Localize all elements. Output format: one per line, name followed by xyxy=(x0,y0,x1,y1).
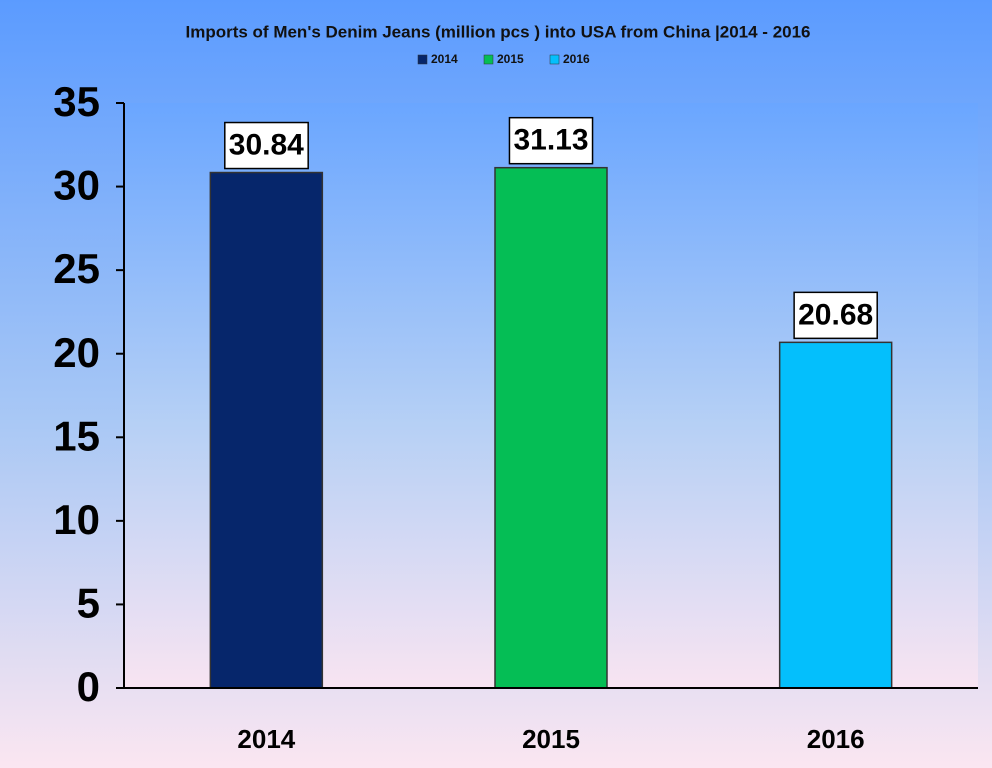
y-tick-label: 5 xyxy=(77,580,100,627)
legend-swatch xyxy=(417,54,428,65)
x-tick-label: 2016 xyxy=(807,724,865,754)
y-tick-label: 30 xyxy=(53,162,100,209)
x-tick-label: 2015 xyxy=(522,724,580,754)
y-tick-label: 15 xyxy=(53,412,100,459)
value-label: 31.13 xyxy=(513,124,588,157)
value-label-box xyxy=(508,116,594,165)
legend-label: 2014 xyxy=(431,52,458,66)
value-label: 20.68 xyxy=(798,298,873,331)
bar xyxy=(494,166,608,689)
y-tick-label: 25 xyxy=(53,245,100,292)
value-label: 30.84 xyxy=(229,128,304,161)
y-tick-label: 35 xyxy=(53,78,100,125)
legend-label: 2016 xyxy=(563,52,590,66)
legend-label: 2015 xyxy=(497,52,524,66)
x-tick-label: 2014 xyxy=(237,724,295,754)
legend-swatch xyxy=(483,54,494,65)
bar xyxy=(778,341,893,689)
chart-title: Imports of Men's Denim Jeans (million pc… xyxy=(185,22,810,41)
y-tick-label: 10 xyxy=(53,496,100,543)
value-label-box xyxy=(793,291,878,340)
bar xyxy=(209,171,324,689)
y-tick-label: 20 xyxy=(53,329,100,376)
legend-swatch xyxy=(549,54,560,65)
value-label-box xyxy=(224,121,309,170)
y-tick-label: 0 xyxy=(77,663,100,710)
